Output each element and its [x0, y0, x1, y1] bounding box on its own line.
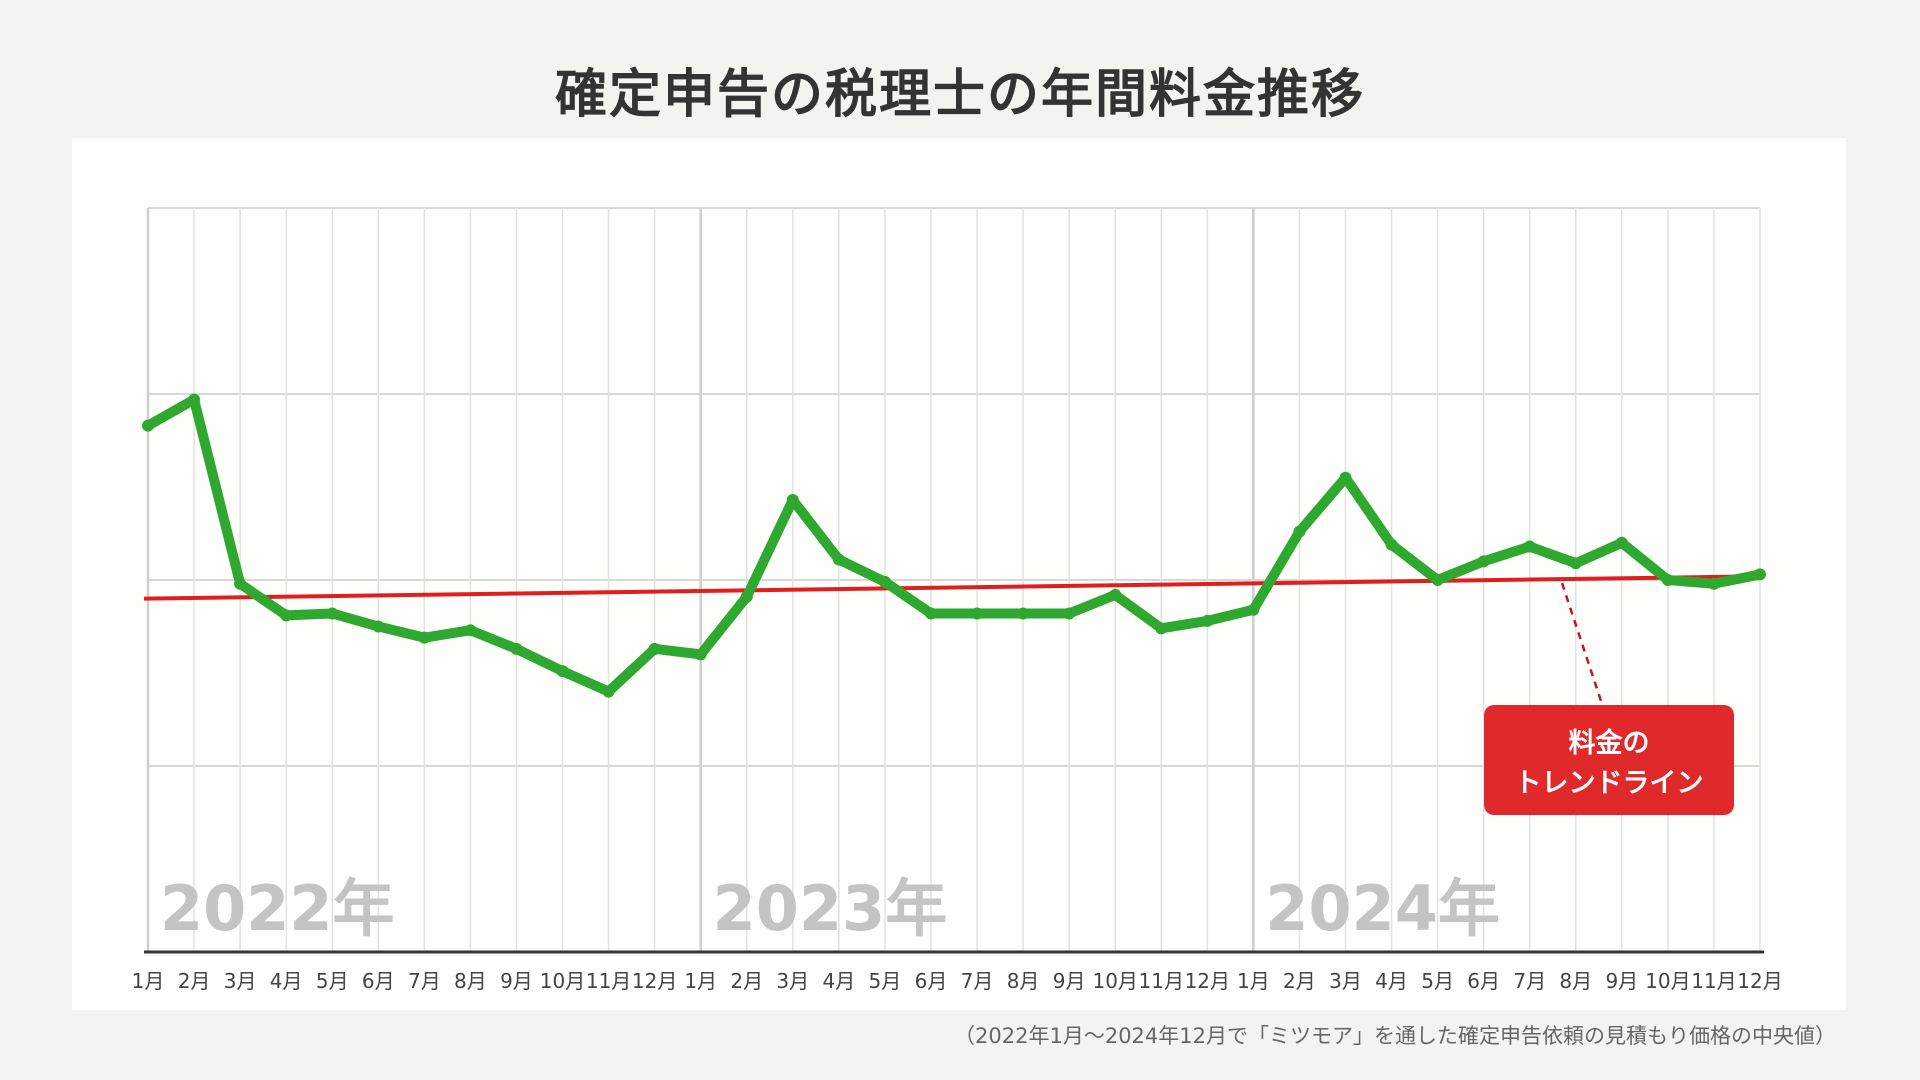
year-label: 2023年 [713, 872, 948, 945]
footnote: （2022年1月〜2024年12月で「ミツモア」を通した確定申告依頼の見積もり価… [954, 1024, 1836, 1048]
data-point [556, 665, 569, 678]
x-tick-label: 12月 [1737, 969, 1782, 993]
x-tick-label: 8月 [454, 969, 487, 993]
x-tick-label: 2月 [178, 969, 211, 993]
year-labels: 2022年 2023年 2024年 [160, 872, 1500, 945]
x-tick-label: 11月 [1139, 969, 1184, 993]
x-tick-label: 8月 [1559, 969, 1592, 993]
data-point [602, 685, 615, 698]
trend-line [143, 574, 1765, 601]
x-tick-label: 1月 [132, 969, 165, 993]
x-tick-label: 2月 [1283, 969, 1316, 993]
x-tick-label: 4月 [270, 969, 303, 993]
data-point [1477, 555, 1490, 568]
x-tick-label: 9月 [1053, 969, 1086, 993]
x-tick-label: 8月 [1007, 969, 1040, 993]
year-label: 2024年 [1265, 872, 1500, 945]
x-tick-label: 9月 [500, 969, 533, 993]
x-tick-label: 3月 [776, 969, 809, 993]
x-tick-label: 12月 [632, 969, 677, 993]
x-tick-label: 5月 [1421, 969, 1454, 993]
data-point [971, 607, 984, 620]
data-point [1201, 614, 1214, 627]
chart-panel [72, 138, 1846, 1010]
data-point [510, 642, 523, 655]
x-tick-label: 2月 [730, 969, 763, 993]
data-point [740, 590, 753, 603]
data-point [924, 607, 937, 620]
data-point [1615, 536, 1628, 549]
data-point [694, 648, 707, 661]
x-tick-label: 3月 [1329, 969, 1362, 993]
data-point [648, 642, 661, 655]
data-point [1661, 574, 1674, 586]
x-tick-label: 6月 [362, 969, 395, 993]
data-point [1109, 588, 1122, 601]
data-point [1385, 538, 1398, 551]
x-tick-label: 10月 [1645, 969, 1690, 993]
data-point [326, 607, 339, 620]
x-tick-label: 7月 [1513, 969, 1546, 993]
x-tick-label: 5月 [316, 969, 349, 993]
data-point [832, 553, 845, 566]
x-tick-label: 5月 [869, 969, 902, 993]
x-tick-label: 9月 [1605, 969, 1638, 993]
x-tick-label: 4月 [822, 969, 855, 993]
x-tick-label: 4月 [1375, 969, 1408, 993]
callout-line1: 料金の [1569, 727, 1650, 759]
data-point [1754, 568, 1766, 581]
data-point [786, 494, 799, 507]
x-tick-label: 1月 [684, 969, 717, 993]
data-point [1017, 607, 1030, 620]
data-point [188, 393, 201, 406]
callout-box [1484, 705, 1734, 815]
data-point [418, 631, 431, 644]
x-tick-label: 11月 [1691, 969, 1736, 993]
x-tick-labels: 1月 2月 3月 4月 5月 6月 7月 8月 9月 10月 11月 12月 1月 2月 3月 4月 5月 6月 7… [132, 969, 1783, 993]
data-point [1155, 622, 1168, 635]
data-point [1707, 577, 1720, 590]
x-tick-label: 3月 [224, 969, 257, 993]
data-point [372, 620, 385, 633]
data-point [464, 624, 477, 637]
x-tick-label: 10月 [1092, 969, 1137, 993]
data-point [142, 419, 154, 432]
chart-title: 確定申告の税理士の年間料金推移 [554, 65, 1365, 125]
x-tick-label: 6月 [1467, 969, 1500, 993]
x-tick-label: 7月 [961, 969, 994, 993]
x-tick-label: 11月 [586, 969, 631, 993]
x-tick-label: 6月 [915, 969, 948, 993]
data-point [1293, 525, 1306, 538]
x-tick-label: 7月 [408, 969, 441, 993]
data-point [1523, 540, 1536, 553]
data-point [1431, 574, 1444, 586]
data-point [878, 575, 891, 588]
data-point [280, 609, 293, 622]
data-point [1339, 471, 1352, 484]
x-tick-label: 1月 [1237, 969, 1270, 993]
data-point [234, 577, 247, 590]
callout-line2: トレンドライン [1515, 768, 1704, 799]
data-point [1569, 557, 1582, 570]
x-tick-label: 12月 [1185, 969, 1230, 993]
data-point [1247, 603, 1260, 616]
data-point [1063, 607, 1076, 620]
year-label: 2022年 [160, 872, 395, 945]
series-layer [142, 393, 1766, 698]
price-line [143, 394, 1765, 697]
callout-leader [1560, 582, 1604, 705]
x-tick-label: 10月 [540, 969, 585, 993]
trend-layer [143, 574, 1765, 601]
